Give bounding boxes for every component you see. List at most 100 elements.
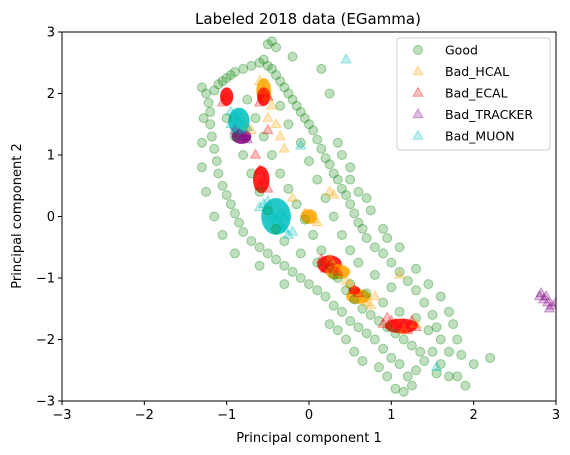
point-good	[329, 212, 338, 221]
point-good	[239, 151, 248, 160]
point-good	[444, 372, 453, 381]
point-good	[321, 292, 330, 301]
point-good	[280, 261, 289, 270]
point-good	[218, 181, 227, 190]
point-good	[346, 246, 355, 255]
y-axis-label: Principal component 2	[10, 143, 25, 288]
point-good	[251, 114, 260, 123]
point-good	[346, 163, 355, 172]
y-tick-label: 1	[47, 149, 55, 164]
point-good	[403, 372, 412, 381]
point-good	[444, 307, 453, 316]
legend-label: Bad_TRACKER	[445, 107, 533, 122]
point-good	[255, 261, 264, 270]
point-good	[230, 249, 239, 258]
point-good	[235, 218, 244, 227]
point-good	[210, 212, 219, 221]
point-good	[333, 138, 342, 147]
point-good	[255, 243, 264, 252]
point-good	[247, 61, 256, 70]
point-good	[362, 234, 371, 243]
point-good	[284, 184, 293, 193]
point-good	[288, 267, 297, 276]
y-tick-label: 2	[47, 87, 55, 102]
point-good	[366, 310, 375, 319]
point-good	[325, 89, 334, 98]
point-good	[239, 227, 248, 236]
legend-label: Bad_ECAL	[445, 86, 508, 101]
point-good	[267, 151, 276, 160]
point-good	[247, 237, 256, 246]
point-good	[391, 384, 400, 393]
x-tick-label: −2	[135, 408, 154, 423]
point-good	[309, 126, 318, 135]
point-good	[214, 169, 223, 178]
point-good	[457, 350, 466, 359]
point-good	[329, 301, 338, 310]
point-good	[263, 249, 272, 258]
y-tick-label: 0	[47, 210, 55, 225]
point-good	[486, 353, 495, 362]
y-tick-label: −2	[36, 333, 55, 348]
point-good	[333, 175, 342, 184]
point-good	[199, 114, 208, 123]
point-good	[272, 255, 281, 264]
point-good	[449, 320, 458, 329]
point-good	[197, 163, 206, 172]
point-good	[370, 243, 379, 252]
point-good	[354, 323, 363, 332]
point-good	[453, 335, 462, 344]
point-good	[305, 157, 314, 166]
legend-label: Bad_MUON	[445, 129, 515, 144]
x-tick-label: 3	[552, 408, 560, 423]
point-good	[383, 234, 392, 243]
legend: Good Bad_HCAL Bad_ECAL Bad_TRACKER Bad_MUON	[397, 38, 550, 150]
point-good	[395, 307, 404, 316]
point-good	[333, 326, 342, 335]
point-good	[284, 120, 293, 129]
chart-title: Labeled 2018 data (EGamma)	[195, 10, 421, 28]
point-good	[243, 95, 252, 104]
point-good	[399, 387, 408, 396]
point-good	[212, 157, 221, 166]
legend-label: Good	[445, 43, 478, 58]
x-tick-label: −1	[217, 408, 236, 423]
point-good	[374, 363, 383, 372]
point-good	[202, 187, 211, 196]
y-axis: −3−2−10123	[36, 26, 62, 410]
point-good	[358, 357, 367, 366]
point-good	[412, 264, 421, 273]
point-good	[370, 270, 379, 279]
point-good	[383, 372, 392, 381]
point-good	[197, 83, 206, 92]
point-good	[350, 347, 359, 356]
x-tick-label: 0	[305, 408, 313, 423]
legend-label: Bad_HCAL	[445, 64, 509, 79]
point-good	[350, 209, 359, 218]
x-tick-label: −3	[52, 408, 71, 423]
point-good	[222, 190, 231, 199]
point-good	[436, 335, 445, 344]
point-good	[309, 230, 318, 239]
point-good	[280, 280, 289, 289]
point-good	[424, 280, 433, 289]
x-axis-label: Principal component 1	[236, 431, 381, 446]
point-good	[379, 224, 388, 233]
point-good	[436, 292, 445, 301]
point-good	[399, 335, 408, 344]
point-good	[362, 194, 371, 203]
y-tick-label: 3	[47, 26, 55, 41]
point-good	[358, 224, 367, 233]
point-good	[325, 320, 334, 329]
point-good	[204, 98, 213, 107]
point-good	[428, 310, 437, 319]
point-good	[354, 187, 363, 196]
point-good	[317, 64, 326, 73]
point-good	[272, 43, 281, 52]
x-tick-label: 1	[387, 408, 395, 423]
point-good	[395, 243, 404, 252]
point-good	[395, 360, 404, 369]
point-good	[387, 258, 396, 267]
point-good	[313, 135, 322, 144]
